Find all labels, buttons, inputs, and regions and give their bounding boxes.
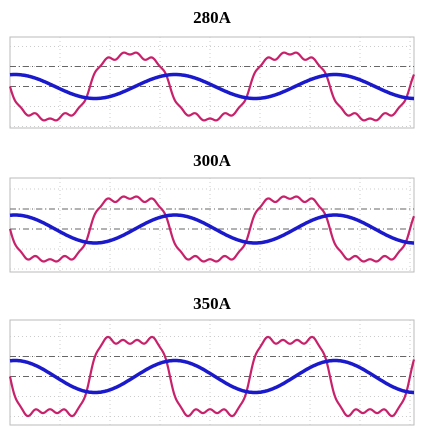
panel-title: 280A: [193, 8, 232, 27]
panel-title: 300A: [193, 151, 232, 170]
figure: 280A 300A 350A: [0, 0, 424, 429]
panel-title: 350A: [193, 294, 232, 313]
